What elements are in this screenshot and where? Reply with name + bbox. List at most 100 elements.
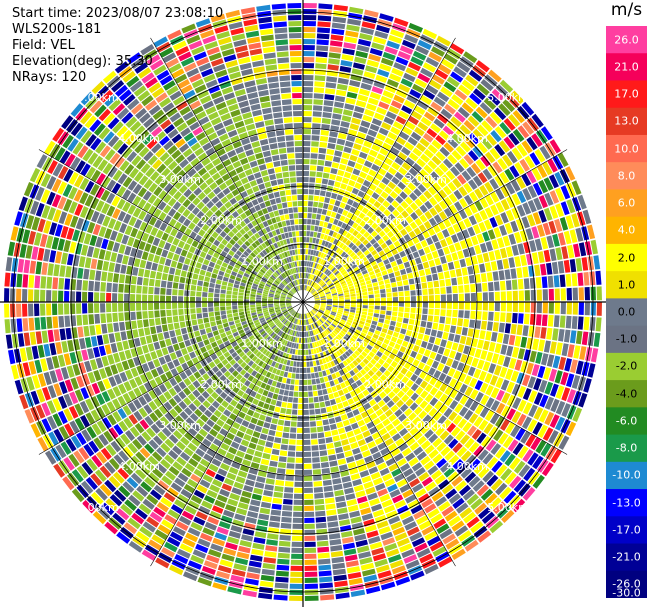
velocity-gate [375, 378, 383, 386]
velocity-gate [495, 377, 504, 389]
velocity-gate [170, 260, 178, 268]
velocity-gate [243, 364, 251, 372]
velocity-gate [412, 251, 420, 259]
velocity-gate [309, 237, 313, 243]
velocity-gate [298, 391, 303, 397]
velocity-gate [380, 302, 386, 306]
velocity-gate [226, 290, 232, 295]
velocity-gate [378, 167, 387, 176]
velocity-gate [355, 458, 365, 467]
velocity-gate [326, 307, 332, 310]
velocity-gate [387, 181, 397, 190]
velocity-gate [130, 303, 136, 312]
velocity-gate [538, 195, 548, 209]
velocity-gate [532, 212, 542, 225]
velocity-gate [309, 311, 313, 317]
velocity-gate [392, 218, 400, 226]
velocity-gate [206, 489, 218, 499]
velocity-gate [527, 185, 538, 199]
velocity-gate [303, 439, 311, 445]
velocity-gate [299, 373, 303, 379]
velocity-gate [391, 418, 401, 427]
velocity-gate [404, 34, 419, 44]
velocity-gate [510, 90, 524, 104]
velocity-gate [458, 285, 464, 293]
velocity-gate [500, 302, 506, 312]
velocity-gate [401, 417, 411, 427]
velocity-gate [593, 255, 601, 270]
velocity-gate [180, 436, 190, 446]
velocity-gate [569, 229, 578, 243]
velocity-gate [428, 295, 434, 302]
velocity-gate [395, 423, 405, 432]
velocity-gate [314, 303, 320, 306]
velocity-gate [236, 507, 248, 516]
velocity-gate [239, 369, 247, 376]
velocity-gate [265, 416, 272, 423]
velocity-gate [534, 149, 546, 163]
velocity-gate [457, 418, 468, 429]
velocity-gate [483, 97, 497, 110]
velocity-gate [161, 273, 168, 281]
velocity-gate [448, 515, 462, 527]
velocity-gate [420, 153, 430, 163]
velocity-gate [337, 169, 345, 177]
velocity-gate [268, 521, 280, 528]
velocity-gate [166, 302, 172, 310]
velocity-gate [196, 418, 205, 428]
velocity-gate [375, 173, 384, 181]
velocity-gate [369, 123, 380, 132]
velocity-gate [395, 56, 409, 66]
velocity-gate [138, 268, 145, 277]
velocity-gate [259, 580, 274, 588]
velocity-gate [196, 291, 202, 297]
velocity-gate [206, 448, 216, 457]
velocity-gate [304, 565, 318, 571]
velocity-gate [225, 418, 234, 426]
velocity-gate [414, 126, 425, 137]
velocity-gate [470, 310, 476, 320]
velocity-gate [406, 388, 415, 397]
velocity-gate [416, 302, 422, 308]
velocity-gate [233, 455, 243, 464]
velocity-gate [236, 366, 243, 373]
velocity-gate [273, 375, 279, 381]
velocity-gate [500, 312, 506, 322]
velocity-gate [319, 319, 324, 324]
velocity-gate [313, 348, 317, 354]
velocity-gate [297, 325, 300, 331]
velocity-gate [327, 179, 335, 186]
velocity-gate [363, 325, 370, 331]
velocity-gate [166, 536, 181, 547]
velocity-gate [464, 471, 477, 484]
velocity-gate [43, 343, 51, 357]
velocity-gate [212, 582, 227, 591]
velocity-gate [303, 451, 312, 457]
velocity-gate [100, 282, 106, 292]
velocity-gate [338, 323, 344, 328]
velocity-gate [303, 165, 310, 171]
velocity-gate [492, 322, 499, 332]
velocity-gate [410, 56, 424, 67]
velocity-gate [351, 187, 360, 195]
velocity-gate [422, 261, 430, 269]
velocity-gate [377, 399, 386, 408]
velocity-gate [531, 167, 542, 181]
velocity-gate [428, 217, 437, 227]
velocity-gate [381, 342, 388, 349]
velocity-gate [339, 433, 348, 440]
velocity-gate [510, 179, 521, 192]
velocity-gate [308, 325, 311, 331]
velocity-gate [396, 338, 403, 345]
velocity-gate [266, 410, 274, 417]
velocity-gate [315, 63, 327, 70]
velocity-gate [493, 227, 502, 238]
velocity-gate [424, 374, 432, 383]
velocity-gate [456, 362, 465, 372]
velocity-gate [358, 212, 366, 220]
velocity-gate [355, 240, 362, 247]
velocity-gate [563, 259, 571, 273]
velocity-gate [306, 273, 309, 279]
velocity-gate [307, 385, 313, 391]
velocity-gate [398, 302, 404, 307]
